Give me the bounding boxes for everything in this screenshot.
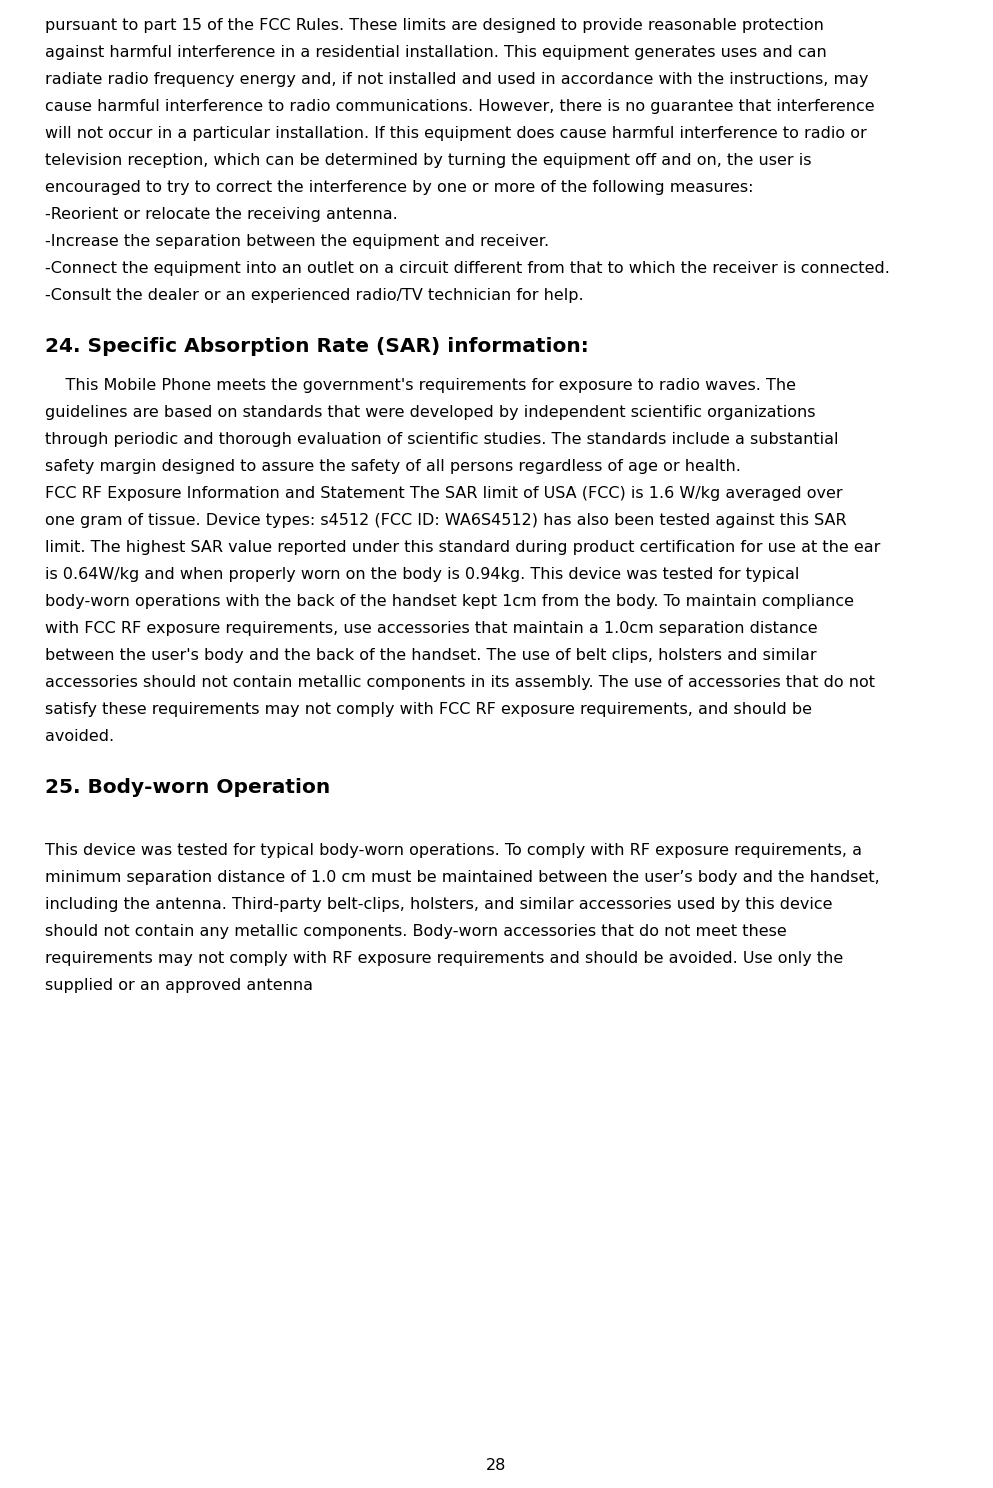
Text: avoided.: avoided. [45, 729, 114, 744]
Text: 28: 28 [487, 1458, 506, 1473]
Text: encouraged to try to correct the interference by one or more of the following me: encouraged to try to correct the interfe… [45, 180, 754, 195]
Text: body-worn operations with the back of the handset kept 1cm from the body. To mai: body-worn operations with the back of th… [45, 594, 854, 609]
Text: minimum separation distance of 1.0 cm must be maintained between the user’s body: minimum separation distance of 1.0 cm mu… [45, 870, 880, 885]
Text: with FCC RF exposure requirements, use accessories that maintain a 1.0cm separat: with FCC RF exposure requirements, use a… [45, 620, 817, 635]
Text: one gram of tissue. Device types: s4512 (FCC ID: WA6S4512) has also been tested : one gram of tissue. Device types: s4512 … [45, 513, 847, 528]
Text: television reception, which can be determined by turning the equipment off and o: television reception, which can be deter… [45, 153, 811, 168]
Text: guidelines are based on standards that were developed by independent scientific : guidelines are based on standards that w… [45, 405, 815, 420]
Text: requirements may not comply with RF exposure requirements and should be avoided.: requirements may not comply with RF expo… [45, 951, 843, 966]
Text: 25. Body-worn Operation: 25. Body-worn Operation [45, 778, 331, 798]
Text: radiate radio frequency energy and, if not installed and used in accordance with: radiate radio frequency energy and, if n… [45, 71, 869, 86]
Text: between the user's body and the back of the handset. The use of belt clips, hols: between the user's body and the back of … [45, 647, 816, 664]
Text: is 0.64W/kg and when properly worn on the body is 0.94kg. This device was tested: is 0.64W/kg and when properly worn on th… [45, 567, 799, 582]
Text: safety margin designed to assure the safety of all persons regardless of age or : safety margin designed to assure the saf… [45, 458, 741, 475]
Text: cause harmful interference to radio communications. However, there is no guarant: cause harmful interference to radio comm… [45, 100, 875, 115]
Text: This device was tested for typical body-worn operations. To comply with RF expos: This device was tested for typical body-… [45, 844, 862, 859]
Text: -Connect the equipment into an outlet on a circuit different from that to which : -Connect the equipment into an outlet on… [45, 260, 890, 275]
Text: should not contain any metallic components. Body-worn accessories that do not me: should not contain any metallic componen… [45, 924, 786, 939]
Text: accessories should not contain metallic components in its assembly. The use of a: accessories should not contain metallic … [45, 676, 875, 690]
Text: -Increase the separation between the equipment and receiver.: -Increase the separation between the equ… [45, 234, 549, 248]
Text: will not occur in a particular installation. If this equipment does cause harmfu: will not occur in a particular installat… [45, 126, 867, 141]
Text: -Reorient or relocate the receiving antenna.: -Reorient or relocate the receiving ante… [45, 207, 398, 222]
Text: supplied or an approved antenna: supplied or an approved antenna [45, 978, 313, 992]
Text: FCC RF Exposure Information and Statement The SAR limit of USA (FCC) is 1.6 W/kg: FCC RF Exposure Information and Statemen… [45, 487, 843, 501]
Text: 24. Specific Absorption Rate (SAR) information:: 24. Specific Absorption Rate (SAR) infor… [45, 336, 589, 356]
Text: including the antenna. Third-party belt-clips, holsters, and similar accessories: including the antenna. Third-party belt-… [45, 897, 832, 912]
Text: pursuant to part 15 of the FCC Rules. These limits are designed to provide reaso: pursuant to part 15 of the FCC Rules. Th… [45, 18, 824, 33]
Text: satisfy these requirements may not comply with FCC RF exposure requirements, and: satisfy these requirements may not compl… [45, 702, 812, 717]
Text: limit. The highest SAR value reported under this standard during product certifi: limit. The highest SAR value reported un… [45, 540, 881, 555]
Text: This Mobile Phone meets the government's requirements for exposure to radio wave: This Mobile Phone meets the government's… [45, 378, 796, 393]
Text: against harmful interference in a residential installation. This equipment gener: against harmful interference in a reside… [45, 45, 827, 60]
Text: -Consult the dealer or an experienced radio/TV technician for help.: -Consult the dealer or an experienced ra… [45, 289, 584, 304]
Text: through periodic and thorough evaluation of scientific studies. The standards in: through periodic and thorough evaluation… [45, 432, 838, 446]
